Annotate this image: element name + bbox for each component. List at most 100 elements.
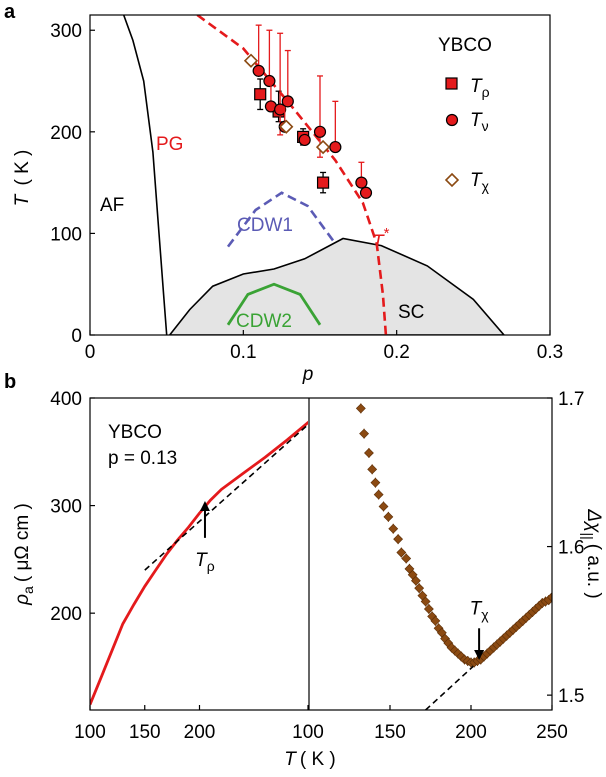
susceptibility-data-point <box>423 604 434 614</box>
panel-a-x-axis-label: p <box>302 364 314 385</box>
data-point-t-nu <box>281 95 294 108</box>
susceptibility-data-point <box>355 403 366 414</box>
y-tick-label: 200 <box>50 123 82 144</box>
panel-b-right-y-sub: || <box>580 532 596 539</box>
x-tick-label: 100 <box>74 722 106 743</box>
susceptibility-data-point <box>388 523 399 534</box>
panel-b-x-axis-var: T <box>284 749 297 770</box>
panel-a-sc-dome <box>168 237 506 335</box>
legend-t-rho: Tρ <box>470 76 490 100</box>
panel-b-left-y-var: ρ <box>12 594 33 606</box>
legend-t-chi-var: T <box>470 170 483 191</box>
arrow-t-chi-var: T <box>470 598 483 619</box>
legend-t-rho-sub: ρ <box>482 84 490 100</box>
panel-b: b 200 300 400 100 150 200 100 1.5 1.6 1.7 150 20… <box>4 371 604 770</box>
susceptibility-data-point <box>383 511 394 522</box>
panel-b-right-plot <box>355 403 552 710</box>
x-tick-label: 0.3 <box>537 342 563 363</box>
legend-t-nu-sub: ν <box>482 118 489 134</box>
panel-b-right-y-axis-label: Δχ|| ( a.u. ) <box>580 508 604 598</box>
panel-b-label: b <box>4 371 16 393</box>
x-tick-label: 200 <box>455 722 487 743</box>
data-point-t-nu <box>359 186 373 199</box>
susceptibility-data-point <box>370 477 381 488</box>
panel-a-lines <box>122 15 388 335</box>
y-tick-label: 1.5 <box>558 686 584 707</box>
x-tick-label: 0.2 <box>383 342 409 363</box>
data-point-t-chi <box>279 119 294 134</box>
panel-b-left-y-axis-label: ρa ( μΩ cm ) <box>12 503 36 606</box>
legend-t-chi: Tχ <box>470 170 490 194</box>
arrow-t-rho-label: Tρ <box>195 550 215 574</box>
panel-a-x-ticks: 0 0.1 0.2 0.3 <box>85 330 563 363</box>
susceptibility-data-point <box>401 553 412 564</box>
x-tick-label: 150 <box>129 722 161 743</box>
t-star-line <box>196 15 388 335</box>
legend-t-nu: Tν <box>470 110 489 134</box>
x-tick-label: 150 <box>374 722 406 743</box>
label-tstar-var: T <box>372 232 385 253</box>
x-tick-label: 100 <box>292 722 324 743</box>
panel-b-left-y-ticks: 200 300 400 <box>50 389 95 625</box>
susceptibility-data-point <box>367 464 378 475</box>
susceptibility-data-point <box>414 583 425 594</box>
panel-b-right-y-var: Δχ <box>583 508 604 533</box>
susceptibility-data-point <box>359 428 370 439</box>
legend-marker-t-nu <box>445 113 459 127</box>
label-af: AF <box>100 195 124 216</box>
legend-marker-t-rho <box>445 77 458 90</box>
susceptibility-data-point <box>547 592 552 603</box>
panel-b-right-y-ticks: 1.5 1.6 1.7 <box>547 389 584 707</box>
data-point-t-rho <box>254 88 267 101</box>
panel-a-points <box>243 24 373 199</box>
label-cdw1: CDW1 <box>237 215 293 236</box>
af-boundary-line <box>122 15 168 335</box>
y-tick-label: 1.7 <box>558 389 584 410</box>
panel-b-frame <box>89 397 553 711</box>
data-point-t-nu <box>298 133 311 147</box>
data-point-t-nu <box>252 64 265 77</box>
panel-a-y-ticks: 0 100 200 300 <box>50 21 95 347</box>
label-sc: SC <box>398 302 424 323</box>
data-point-t-nu <box>313 125 327 138</box>
arrow-t-chi-label: Tχ <box>470 598 490 622</box>
data-point-t-nu <box>355 176 368 189</box>
resistivity-linear-fit <box>144 423 308 571</box>
sc-dome <box>168 237 506 335</box>
panel-b-left-y-unit: ( μΩ cm ) <box>12 503 33 582</box>
x-tick-label: 0 <box>85 342 96 363</box>
susceptibility-data-point <box>396 547 407 558</box>
panel-b-left-y-sub: a <box>20 586 36 594</box>
label-cdw2: CDW2 <box>236 311 292 332</box>
label-tstar: T* <box>372 225 390 253</box>
susceptibility-data-point <box>378 501 389 512</box>
susceptibility-data-point <box>420 596 431 607</box>
panel-b-x-axis-unit: ( K ) <box>300 749 336 770</box>
data-point-t-chi <box>315 139 331 155</box>
panel-b-x-axis-label: T( K ) <box>284 749 336 770</box>
susceptibility-data-point <box>410 575 421 586</box>
y-tick-label: 300 <box>50 21 82 42</box>
y-tick-label: 100 <box>50 224 82 245</box>
y-tick-label: 1.6 <box>558 538 584 559</box>
y-tick-label: 200 <box>50 604 82 625</box>
panel-b-right-x-ticks: 150 200 250 <box>374 705 568 743</box>
panel-b-inset-doping: p = 0.13 <box>108 448 177 469</box>
data-point-t-rho <box>316 176 330 189</box>
data-point-t-chi <box>243 53 259 68</box>
y-tick-label: 400 <box>50 389 82 410</box>
panel-b-right-y-unit: ( a.u. ) <box>583 544 604 599</box>
legend-t-rho-var: T <box>470 76 483 97</box>
x-tick-label: 200 <box>184 722 216 743</box>
legend-title: YBCO <box>438 35 492 56</box>
label-pg: PG <box>156 134 183 155</box>
panel-b-inset-material: YBCO <box>108 422 162 443</box>
panel-a-frame <box>89 14 551 336</box>
cdw1-line <box>226 191 337 248</box>
susceptibility-data-point <box>364 448 374 458</box>
cdw2-line <box>226 282 322 326</box>
legend-t-chi-sub: χ <box>482 178 490 194</box>
susceptibility-data-point <box>430 615 441 626</box>
